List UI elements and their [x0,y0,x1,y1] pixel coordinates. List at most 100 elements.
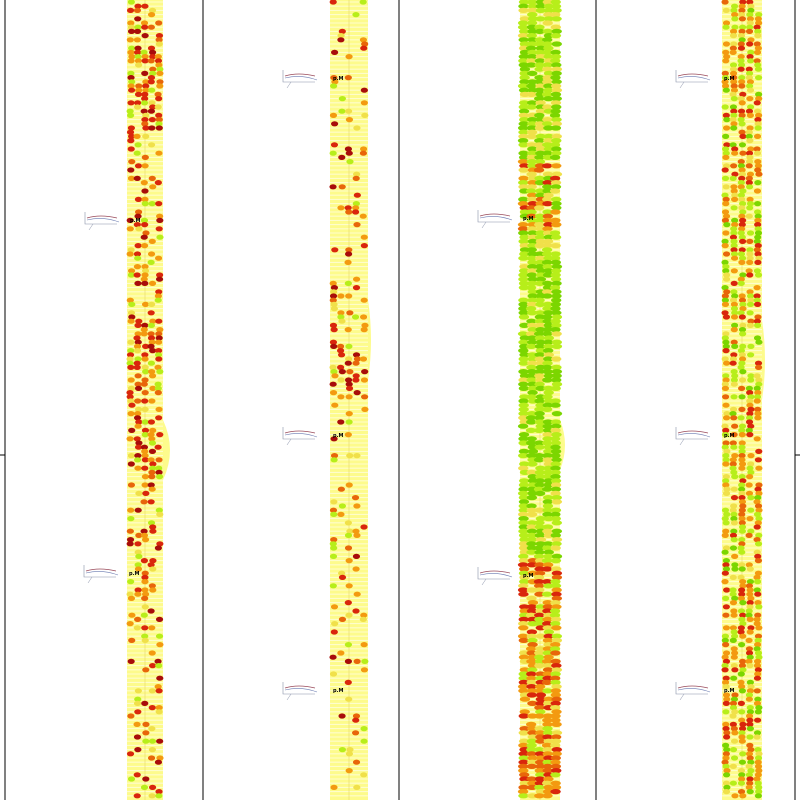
marker-dot [721,423,729,429]
marker-dot [551,331,562,337]
marker-dot [127,100,135,106]
marker-dot [729,91,737,97]
marker-dot [133,700,142,707]
marker-dot [730,255,739,261]
marker-dot [738,121,746,127]
marker-dot [534,545,545,551]
marker-dot [542,721,553,728]
marker-dot [542,621,553,627]
marker-dot [730,184,738,190]
marker-dot [754,28,762,34]
glyph-label: p.M [523,573,533,579]
marker-dot [721,633,730,639]
marker-dot [754,411,762,417]
marker-dot [533,331,545,337]
marker-dot [541,566,553,572]
marker-dot [134,616,142,623]
marker-dot [543,738,554,744]
marker-dot [338,616,347,623]
marker-dot [141,570,149,576]
marker-dot [135,318,143,324]
marker-dot [550,738,562,744]
marker-dot [517,201,529,207]
marker-dot [517,83,529,89]
marker-dot [526,159,538,165]
marker-dot [738,28,746,34]
marker-dot [331,373,339,379]
marker-dot [542,402,554,408]
marker-dot [722,213,731,219]
marker-dot [126,129,135,135]
marker-dot [542,280,553,286]
marker-dot [337,486,345,492]
marker-dot [729,49,737,56]
marker-dot [550,532,561,539]
marker-dot [148,705,156,711]
marker-dot [543,549,554,555]
marker-dot [746,776,754,782]
marker-dot [745,175,753,181]
marker-dot [745,692,754,698]
marker-dot [543,16,555,22]
marker-dot [142,721,150,728]
marker-dot [518,104,529,110]
marker-dot [141,482,149,488]
marker-dot [729,713,737,719]
marker-dot [346,453,354,459]
marker-dot [543,234,555,240]
marker-dot [149,385,157,391]
marker-dot [140,243,149,249]
marker-dot [542,423,553,429]
marker-dot [746,154,754,160]
marker-dot [518,230,529,236]
marker-dot [344,360,352,366]
marker-dot [738,196,746,202]
marker-dot [141,390,149,396]
marker-dot [543,633,554,639]
marker-dot [730,415,738,421]
marker-dot [126,390,134,396]
marker-dot [722,763,730,770]
marker-dot [518,377,529,383]
marker-dot [542,213,554,219]
marker-dot [134,423,142,429]
marker-dot [722,201,730,207]
marker-dot [754,696,762,702]
marker-dot [722,112,730,118]
marker-dot [526,0,538,5]
marker-dot [156,213,164,219]
marker-dot [551,768,562,774]
marker-dot [518,87,530,93]
marker-dot [344,520,352,526]
marker-dot [550,717,561,723]
marker-dot [754,780,762,786]
marker-dot [721,759,729,765]
marker-dot [542,436,553,442]
marker-dot [550,423,562,429]
marker-dot [754,16,762,22]
marker-dot [747,625,755,631]
marker-dot [534,507,545,513]
marker-dot [746,247,754,253]
marker-dot [526,587,538,593]
marker-dot [527,448,539,454]
marker-dot [345,696,353,702]
marker-dot [722,440,730,446]
marker-dot [518,0,530,5]
marker-dot [738,726,747,732]
marker-dot [154,180,162,186]
marker-dot [730,486,738,492]
marker-dot [746,251,754,257]
marker-dot [737,768,746,774]
marker-dot [361,658,369,665]
track-layer [127,0,765,800]
marker-dot [731,146,739,152]
marker-dot [526,532,538,539]
marker-dot [518,436,529,442]
marker-dot [351,730,360,736]
marker-dot [729,461,737,467]
marker-dot [747,469,755,475]
marker-dot [738,511,746,517]
marker-dot [551,553,563,560]
marker-dot [551,222,562,228]
